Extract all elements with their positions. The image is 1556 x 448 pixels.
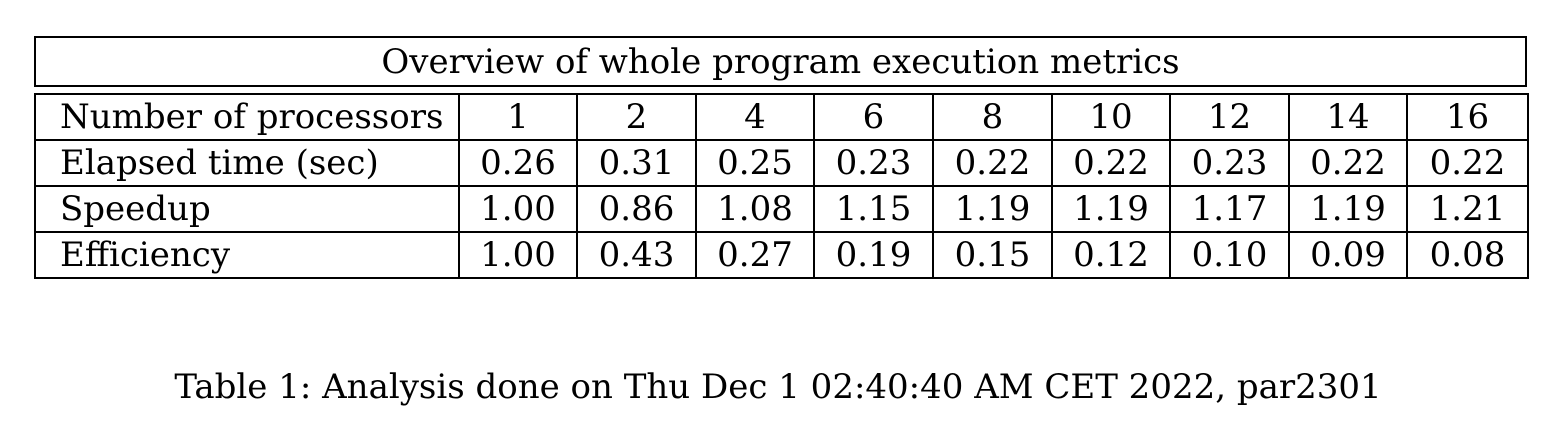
speedup-cell: 1.08 xyxy=(695,185,815,233)
processor-count-cell: 6 xyxy=(813,93,934,141)
processor-count-cell: 4 xyxy=(695,93,815,141)
row-label-speedup: Speedup xyxy=(34,185,460,233)
speedup-cell: 1.00 xyxy=(458,185,578,233)
elapsed-time-cell: 0.25 xyxy=(695,139,815,187)
row-label-elapsed-time: Elapsed time (sec) xyxy=(34,139,460,187)
row-label-processors: Number of processors xyxy=(34,93,460,141)
processor-count-cell: 2 xyxy=(576,93,697,141)
metrics-table: Number of processors 1 2 4 6 8 10 12 14 … xyxy=(34,93,1529,279)
processor-count-cell: 1 xyxy=(458,93,578,141)
metrics-table-wrapper: Overview of whole program execution metr… xyxy=(34,36,1529,279)
speedup-cell: 1.17 xyxy=(1169,185,1290,233)
table-row-processors: Number of processors 1 2 4 6 8 10 12 14 … xyxy=(34,93,1529,141)
efficiency-cell: 0.10 xyxy=(1169,231,1290,279)
speedup-cell: 0.86 xyxy=(576,185,697,233)
processor-count-cell: 16 xyxy=(1406,93,1529,141)
processor-count-cell: 14 xyxy=(1288,93,1408,141)
speedup-cell: 1.21 xyxy=(1406,185,1529,233)
table-row-efficiency: Efficiency 1.00 0.43 0.27 0.19 0.15 0.12… xyxy=(34,231,1529,279)
elapsed-time-cell: 0.22 xyxy=(1051,139,1171,187)
speedup-cell: 1.19 xyxy=(1051,185,1171,233)
processor-count-cell: 12 xyxy=(1169,93,1290,141)
efficiency-cell: 0.15 xyxy=(932,231,1053,279)
elapsed-time-cell: 0.23 xyxy=(813,139,934,187)
elapsed-time-cell: 0.22 xyxy=(1406,139,1529,187)
table-row-speedup: Speedup 1.00 0.86 1.08 1.15 1.19 1.19 1.… xyxy=(34,185,1529,233)
table-row-elapsed-time: Elapsed time (sec) 0.26 0.31 0.25 0.23 0… xyxy=(34,139,1529,187)
elapsed-time-cell: 0.26 xyxy=(458,139,578,187)
elapsed-time-cell: 0.22 xyxy=(1288,139,1408,187)
efficiency-cell: 0.43 xyxy=(576,231,697,279)
elapsed-time-cell: 0.23 xyxy=(1169,139,1290,187)
processor-count-cell: 8 xyxy=(932,93,1053,141)
speedup-cell: 1.19 xyxy=(932,185,1053,233)
efficiency-cell: 0.12 xyxy=(1051,231,1171,279)
table-title: Overview of whole program execution metr… xyxy=(34,36,1527,87)
efficiency-cell: 0.27 xyxy=(695,231,815,279)
elapsed-time-cell: 0.31 xyxy=(576,139,697,187)
speedup-cell: 1.15 xyxy=(813,185,934,233)
efficiency-cell: 1.00 xyxy=(458,231,578,279)
elapsed-time-cell: 0.22 xyxy=(932,139,1053,187)
speedup-cell: 1.19 xyxy=(1288,185,1408,233)
efficiency-cell: 0.09 xyxy=(1288,231,1408,279)
table-caption: Table 1: Analysis done on Thu Dec 1 02:4… xyxy=(174,367,1382,407)
efficiency-cell: 0.08 xyxy=(1406,231,1529,279)
efficiency-cell: 0.19 xyxy=(813,231,934,279)
processor-count-cell: 10 xyxy=(1051,93,1171,141)
row-label-efficiency: Efficiency xyxy=(34,231,460,279)
